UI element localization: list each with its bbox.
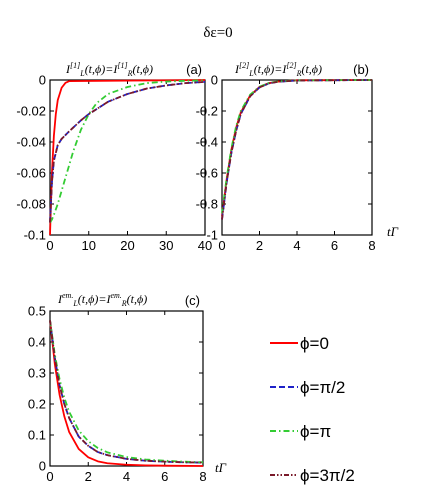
panel-c-series-phi_0: [49, 320, 204, 467]
panel-a-series-phi_3pi_2: [49, 80, 206, 223]
figure-title: δε=0: [203, 25, 232, 41]
panel-b-x-tick-label: 6: [331, 238, 338, 253]
panel-b-y-tick-label: -0.4: [196, 135, 218, 150]
panel-a-y-tick-label: 0: [39, 73, 46, 88]
panel-c: 0 2 4 6 8 0.5 0.4 0.3 0.2 0.1 0 Iem.L(t,ϕ)=Iem.R(t,…: [28, 291, 207, 484]
panel-a-x-tick-label: 10: [82, 238, 96, 253]
panel-c-x-tick-label: 4: [123, 469, 130, 484]
panel-a-y-tick-label: -0.1: [24, 228, 46, 243]
panel-a-y-tick-label: -0.02: [16, 104, 46, 119]
panel-a-frame: [49, 79, 206, 236]
panel-a-x-tick-label: 40: [198, 238, 212, 253]
panel-b-x-tick-label: 4: [293, 238, 300, 253]
legend: ϕ=0 ϕ=π/2 ϕ=π ϕ=3π/2: [270, 334, 355, 485]
panel-c-y-tick-label: 0.5: [28, 304, 46, 319]
panel-a-x-tick-label: 20: [120, 238, 134, 253]
panel-c-y-tick-label: 0.4: [28, 335, 46, 350]
panel-c-series-phi_3pi_2: [49, 320, 204, 464]
panel-a-x-tick-label: 30: [159, 238, 173, 253]
panel-b-title: I[2]L(t,ϕ)=I[2]R(t,ϕ): [234, 61, 322, 78]
panel-b-series-phi_pi: [221, 79, 373, 214]
panel-b-y-tick-label: -0.2: [196, 104, 218, 119]
panel-a-title: I[1]L(t,ϕ)=I[1]R(t,ϕ): [65, 61, 153, 78]
panel-a-series-phi_0: [49, 79, 206, 236]
panel-c-y-tick-label: 0: [39, 459, 46, 474]
legend-label-phi_pi: ϕ=π: [300, 422, 331, 441]
panel-a: 0 10 20 30 40 0 -0.02 -0.04 -0.06 -0.08 -0.1 I[1]L(…: [16, 61, 212, 253]
x-axis-label-lower: tΓ: [215, 460, 227, 475]
panel-c-y-tick-label: 0.3: [28, 366, 46, 381]
legend-label-phi_3pi_2: ϕ=3π/2: [300, 466, 355, 485]
panel-b-y-tick-label: -0.8: [196, 197, 218, 212]
panel-b-x-tick-label: 2: [256, 238, 263, 253]
panel-b: 0 2 4 6 8 0 -0.2 -0.4 -0.6 -0.8 -1 I[2]L(t,ϕ)=I[2]R…: [196, 61, 376, 253]
legend-label-phi_0: ϕ=0: [300, 334, 329, 353]
panel-b-x-tick-label: 0: [218, 238, 225, 253]
panel-a-series-phi_pi: [49, 79, 206, 224]
panel-a-series-phi_pi_2: [49, 80, 206, 223]
panel-b-tag: (b): [353, 62, 369, 77]
panel-b-series-phi_0: [221, 79, 373, 217]
panel-b-series-phi_pi_2: [221, 79, 373, 220]
panel-b-y-tick-label: -0.6: [196, 166, 218, 181]
panel-c-frame: [49, 310, 204, 467]
panel-c-x-tick-label: 6: [161, 469, 168, 484]
panel-c-series-phi_pi_2: [49, 320, 204, 464]
panel-c-y-tick-label: 0.1: [28, 428, 46, 443]
panel-c-series-phi_pi: [49, 320, 204, 464]
panel-c-y-tick-label: 0.2: [28, 397, 46, 412]
panel-a-x-tick-label: 0: [46, 238, 53, 253]
legend-label-phi_pi_2: ϕ=π/2: [300, 378, 345, 397]
panel-c-title: Iem.L(t,ϕ)=Iem.R(t,ϕ): [57, 291, 147, 308]
panel-a-y-tick-label: -0.06: [16, 166, 46, 181]
panel-b-y-tick-label: 0: [211, 73, 218, 88]
panel-a-tag: (a): [186, 62, 202, 77]
panel-c-x-tick-label: 0: [46, 469, 53, 484]
panel-c-x-tick-label: 2: [85, 469, 92, 484]
panel-c-tag: (c): [185, 293, 200, 308]
panel-a-y-tick-label: -0.08: [16, 197, 46, 212]
panel-c-x-tick-label: 8: [199, 469, 206, 484]
panel-a-y-tick-label: -0.04: [16, 135, 46, 150]
x-axis-label-upper: tΓ: [387, 224, 399, 239]
panel-b-x-tick-label: 8: [368, 238, 375, 253]
panel-b-series-phi_3pi_2: [221, 79, 373, 220]
panel-b-y-tick-label: -1: [206, 228, 218, 243]
